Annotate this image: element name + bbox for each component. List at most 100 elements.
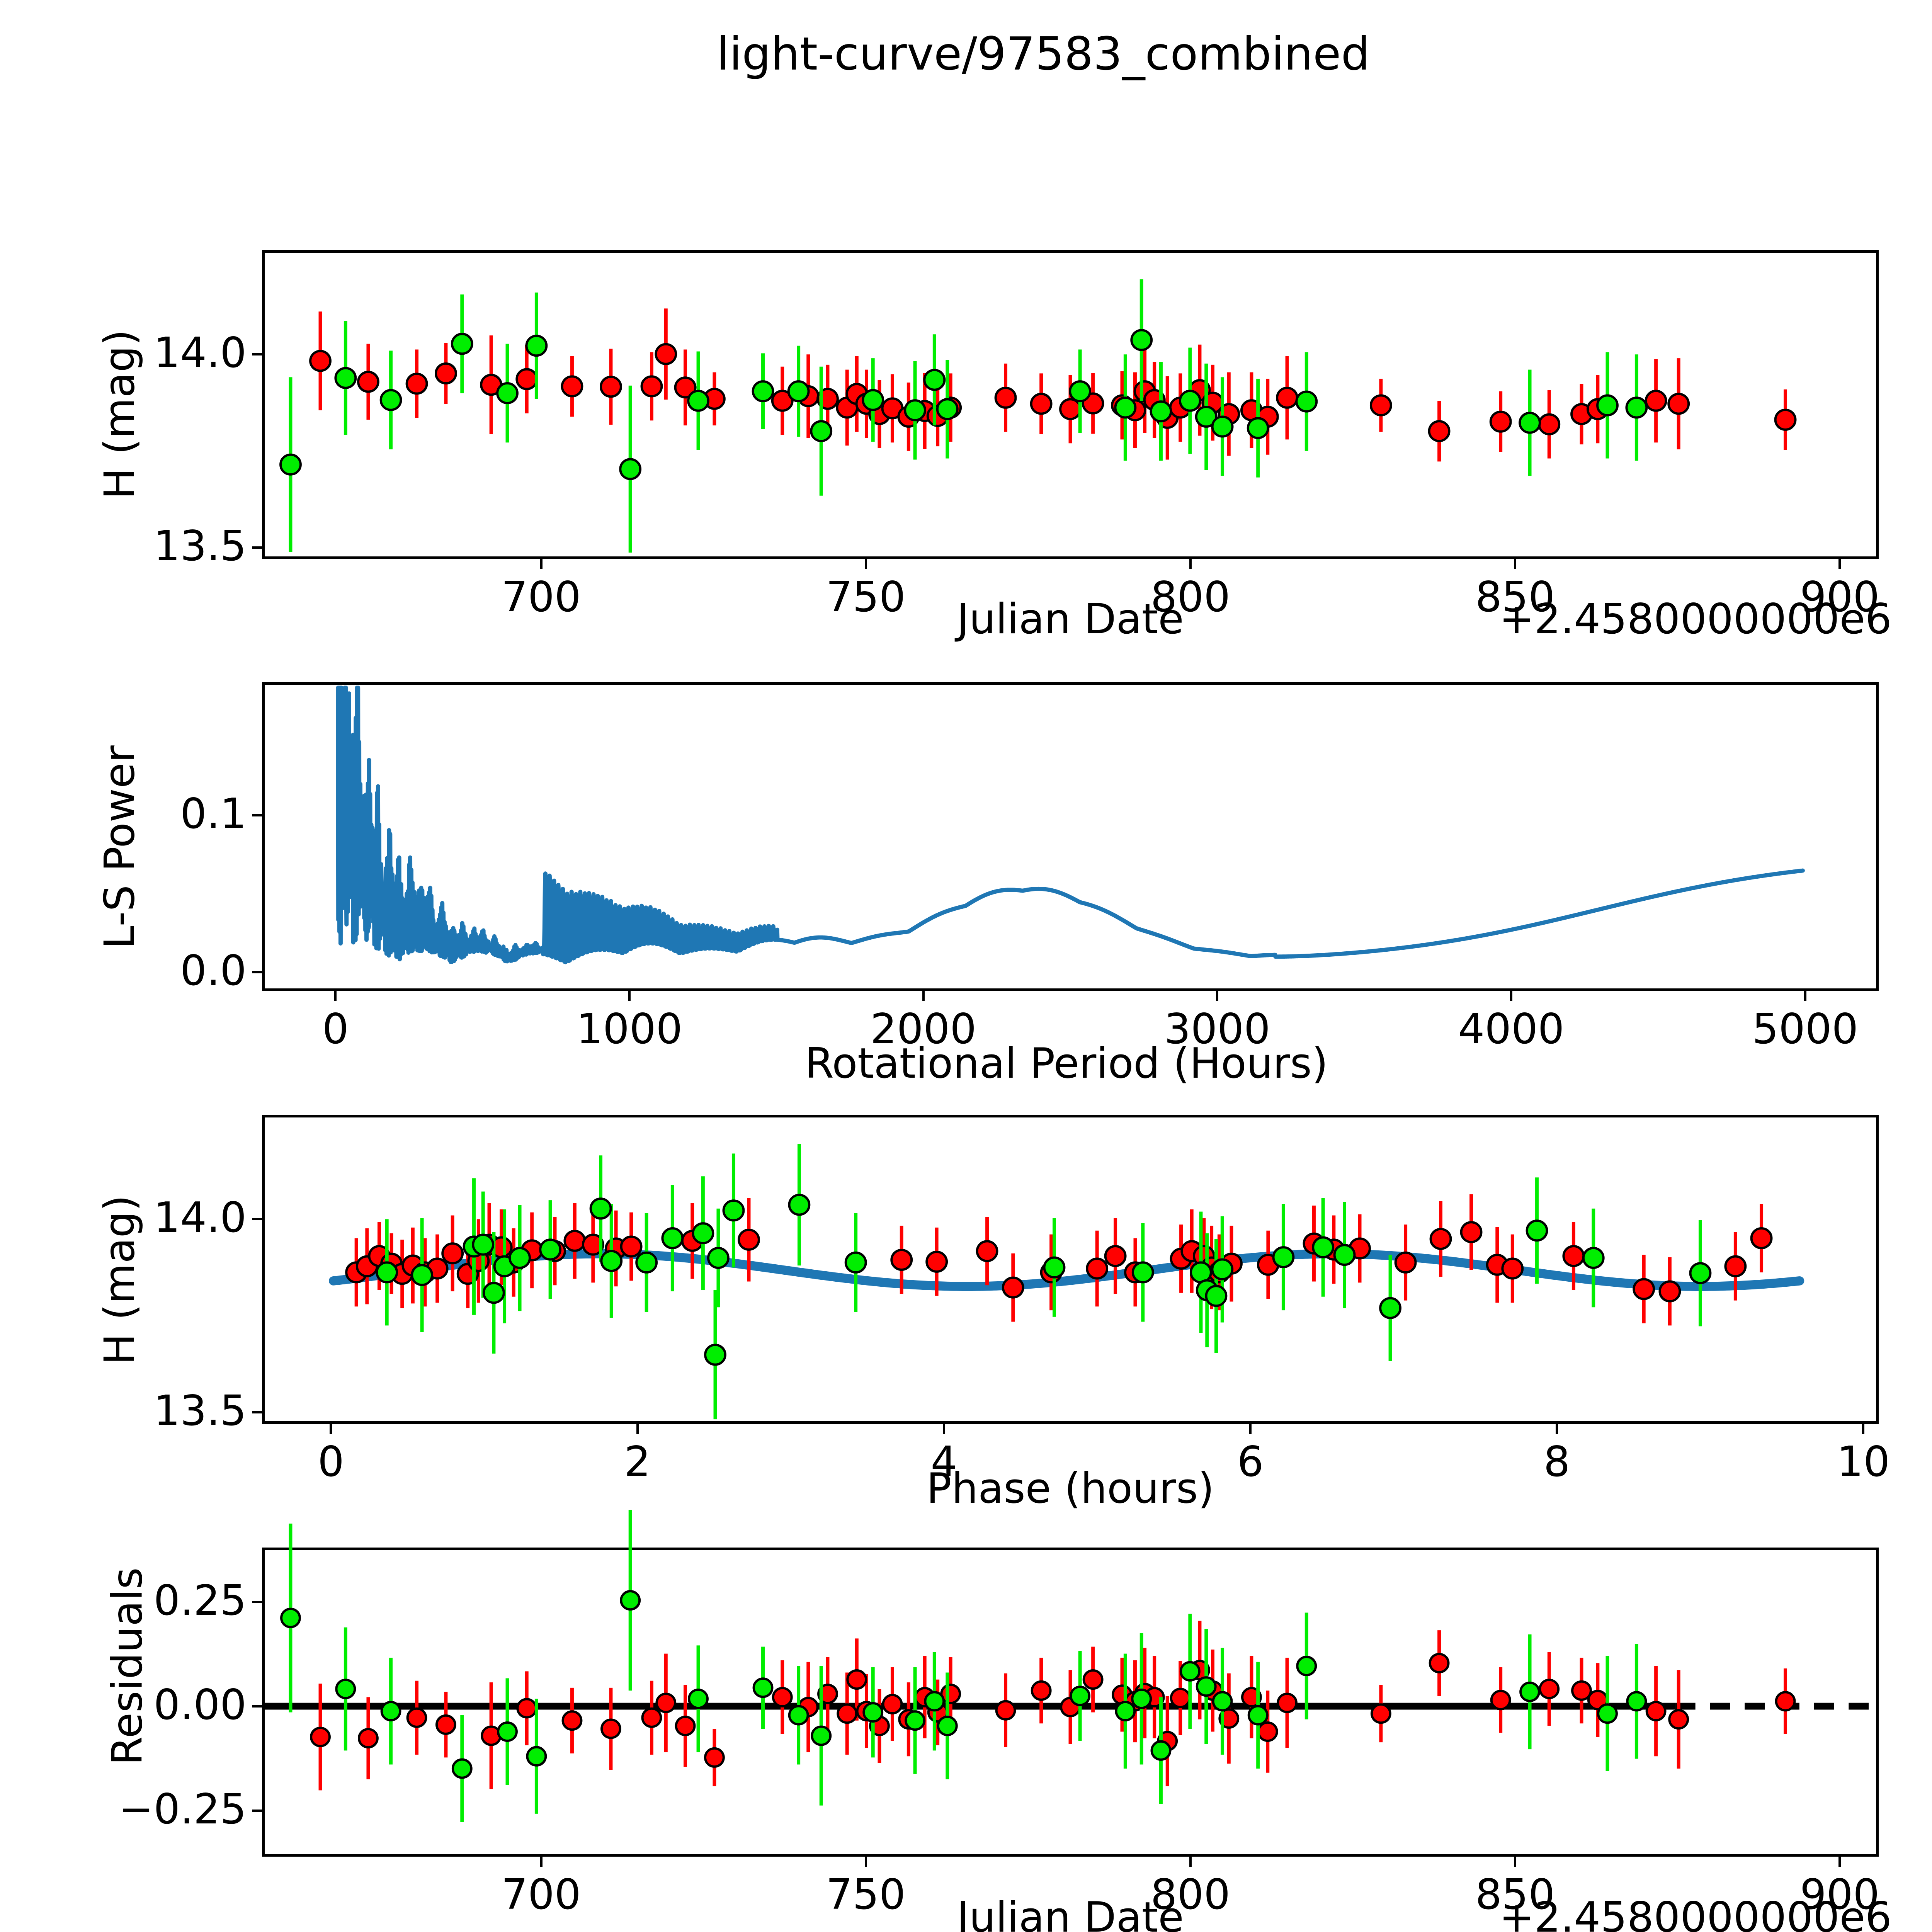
data-point: [1131, 1688, 1152, 1709]
data-point: [358, 1728, 379, 1748]
data-point: [1272, 1246, 1295, 1269]
xtick-mark: [864, 559, 867, 569]
xtick-label: 750: [826, 1871, 906, 1919]
data-point: [1205, 1285, 1228, 1307]
data-point: [1519, 412, 1541, 434]
data-point: [675, 1716, 696, 1736]
data-point: [435, 362, 457, 384]
ytick-mark: [252, 814, 262, 817]
data-point: [379, 389, 402, 411]
data-point: [905, 1710, 925, 1731]
residuals-xlabel: Julian Date: [957, 1893, 1184, 1932]
data-point: [309, 350, 332, 372]
data-point: [1369, 394, 1392, 417]
data-point: [516, 1698, 537, 1719]
data-point: [925, 1250, 948, 1273]
data-point: [904, 399, 926, 422]
ytick-label: 14.0: [153, 329, 247, 377]
xtick-mark: [1838, 559, 1841, 569]
xtick-mark: [334, 991, 337, 1001]
xtick-label: 700: [501, 1871, 581, 1919]
data-point: [738, 1228, 760, 1251]
ytick-label: 0.00: [153, 1680, 247, 1729]
series-red-band: [310, 1621, 1796, 1791]
data-point: [310, 1726, 331, 1747]
data-point: [1196, 1676, 1217, 1697]
data-point: [1596, 394, 1619, 417]
data-point: [526, 1746, 547, 1767]
data-point: [1211, 415, 1234, 438]
data-point: [788, 1705, 809, 1726]
ytick-mark: [252, 546, 262, 549]
xtick-label: 800: [1150, 573, 1230, 621]
data-point: [619, 458, 642, 480]
ytick-mark: [252, 1705, 262, 1708]
data-point: [1257, 1721, 1278, 1742]
xtick-label: 900: [1800, 1871, 1880, 1919]
data-point: [1043, 1256, 1066, 1279]
data-point: [525, 335, 548, 357]
data-point: [692, 1222, 714, 1245]
data-point: [1277, 1692, 1298, 1713]
data-point: [451, 1758, 473, 1779]
data-point: [1247, 1705, 1269, 1726]
ytick-label: 0.1: [180, 790, 247, 838]
xtick-mark: [1862, 1424, 1865, 1434]
data-point: [1070, 1685, 1091, 1706]
ytick-label: 14.0: [153, 1194, 247, 1242]
data-point: [1130, 329, 1153, 351]
xtick-label: 8: [1543, 1438, 1570, 1486]
data-point: [862, 389, 884, 411]
data-point: [1571, 1680, 1592, 1701]
data-point: [563, 1230, 586, 1252]
data-point: [1429, 1228, 1452, 1250]
phase-folded-ylabel: H (mag): [95, 1195, 144, 1365]
data-point: [1179, 1661, 1201, 1682]
data-point: [406, 1707, 427, 1728]
data-point: [1460, 1221, 1483, 1243]
data-point: [1086, 1257, 1109, 1280]
xtick-mark: [540, 1857, 543, 1867]
data-point: [472, 1233, 495, 1256]
data-point: [752, 1677, 774, 1698]
data-point: [1379, 1297, 1401, 1319]
data-point: [924, 1691, 945, 1712]
xtick-mark: [1838, 1857, 1841, 1867]
data-point: [752, 380, 774, 403]
phase-folded-plot-area: [328, 1144, 1804, 1420]
ytick-mark: [252, 1218, 262, 1220]
data-point: [687, 389, 709, 412]
ytick-label: −0.25: [119, 1785, 247, 1834]
data-point: [1312, 1236, 1335, 1259]
data-point: [279, 453, 302, 476]
data-point: [655, 343, 677, 365]
data-point: [561, 1710, 583, 1731]
xtick-label: 850: [1475, 573, 1555, 621]
data-point: [1212, 1691, 1233, 1712]
data-point: [1626, 1691, 1647, 1712]
data-point: [674, 376, 697, 399]
data-point: [1582, 1247, 1605, 1269]
data-point: [515, 368, 538, 390]
data-point: [1489, 410, 1512, 433]
data-point: [1658, 1280, 1681, 1303]
light-curve-xlabel: Julian Date: [957, 595, 1184, 643]
data-point: [1490, 1690, 1511, 1711]
xtick-label: 3000: [1164, 1005, 1270, 1053]
data-point: [1724, 1255, 1747, 1277]
xtick-mark: [1514, 559, 1517, 569]
xtick-label: 6: [1237, 1438, 1264, 1486]
data-point: [688, 1688, 709, 1709]
data-point: [937, 1716, 958, 1736]
data-point: [811, 1725, 832, 1746]
data-point: [995, 1700, 1016, 1721]
data-point: [923, 369, 946, 391]
xtick-label: 0: [322, 1005, 349, 1053]
xtick-label: 4: [930, 1438, 957, 1486]
data-point: [1115, 1701, 1136, 1721]
ytick-mark: [252, 1600, 262, 1603]
data-point: [1519, 1681, 1540, 1702]
data-point: [1774, 408, 1797, 431]
periodogram-plot-area: [336, 685, 1805, 964]
light-curve-ylabel: H (mag): [95, 329, 144, 500]
